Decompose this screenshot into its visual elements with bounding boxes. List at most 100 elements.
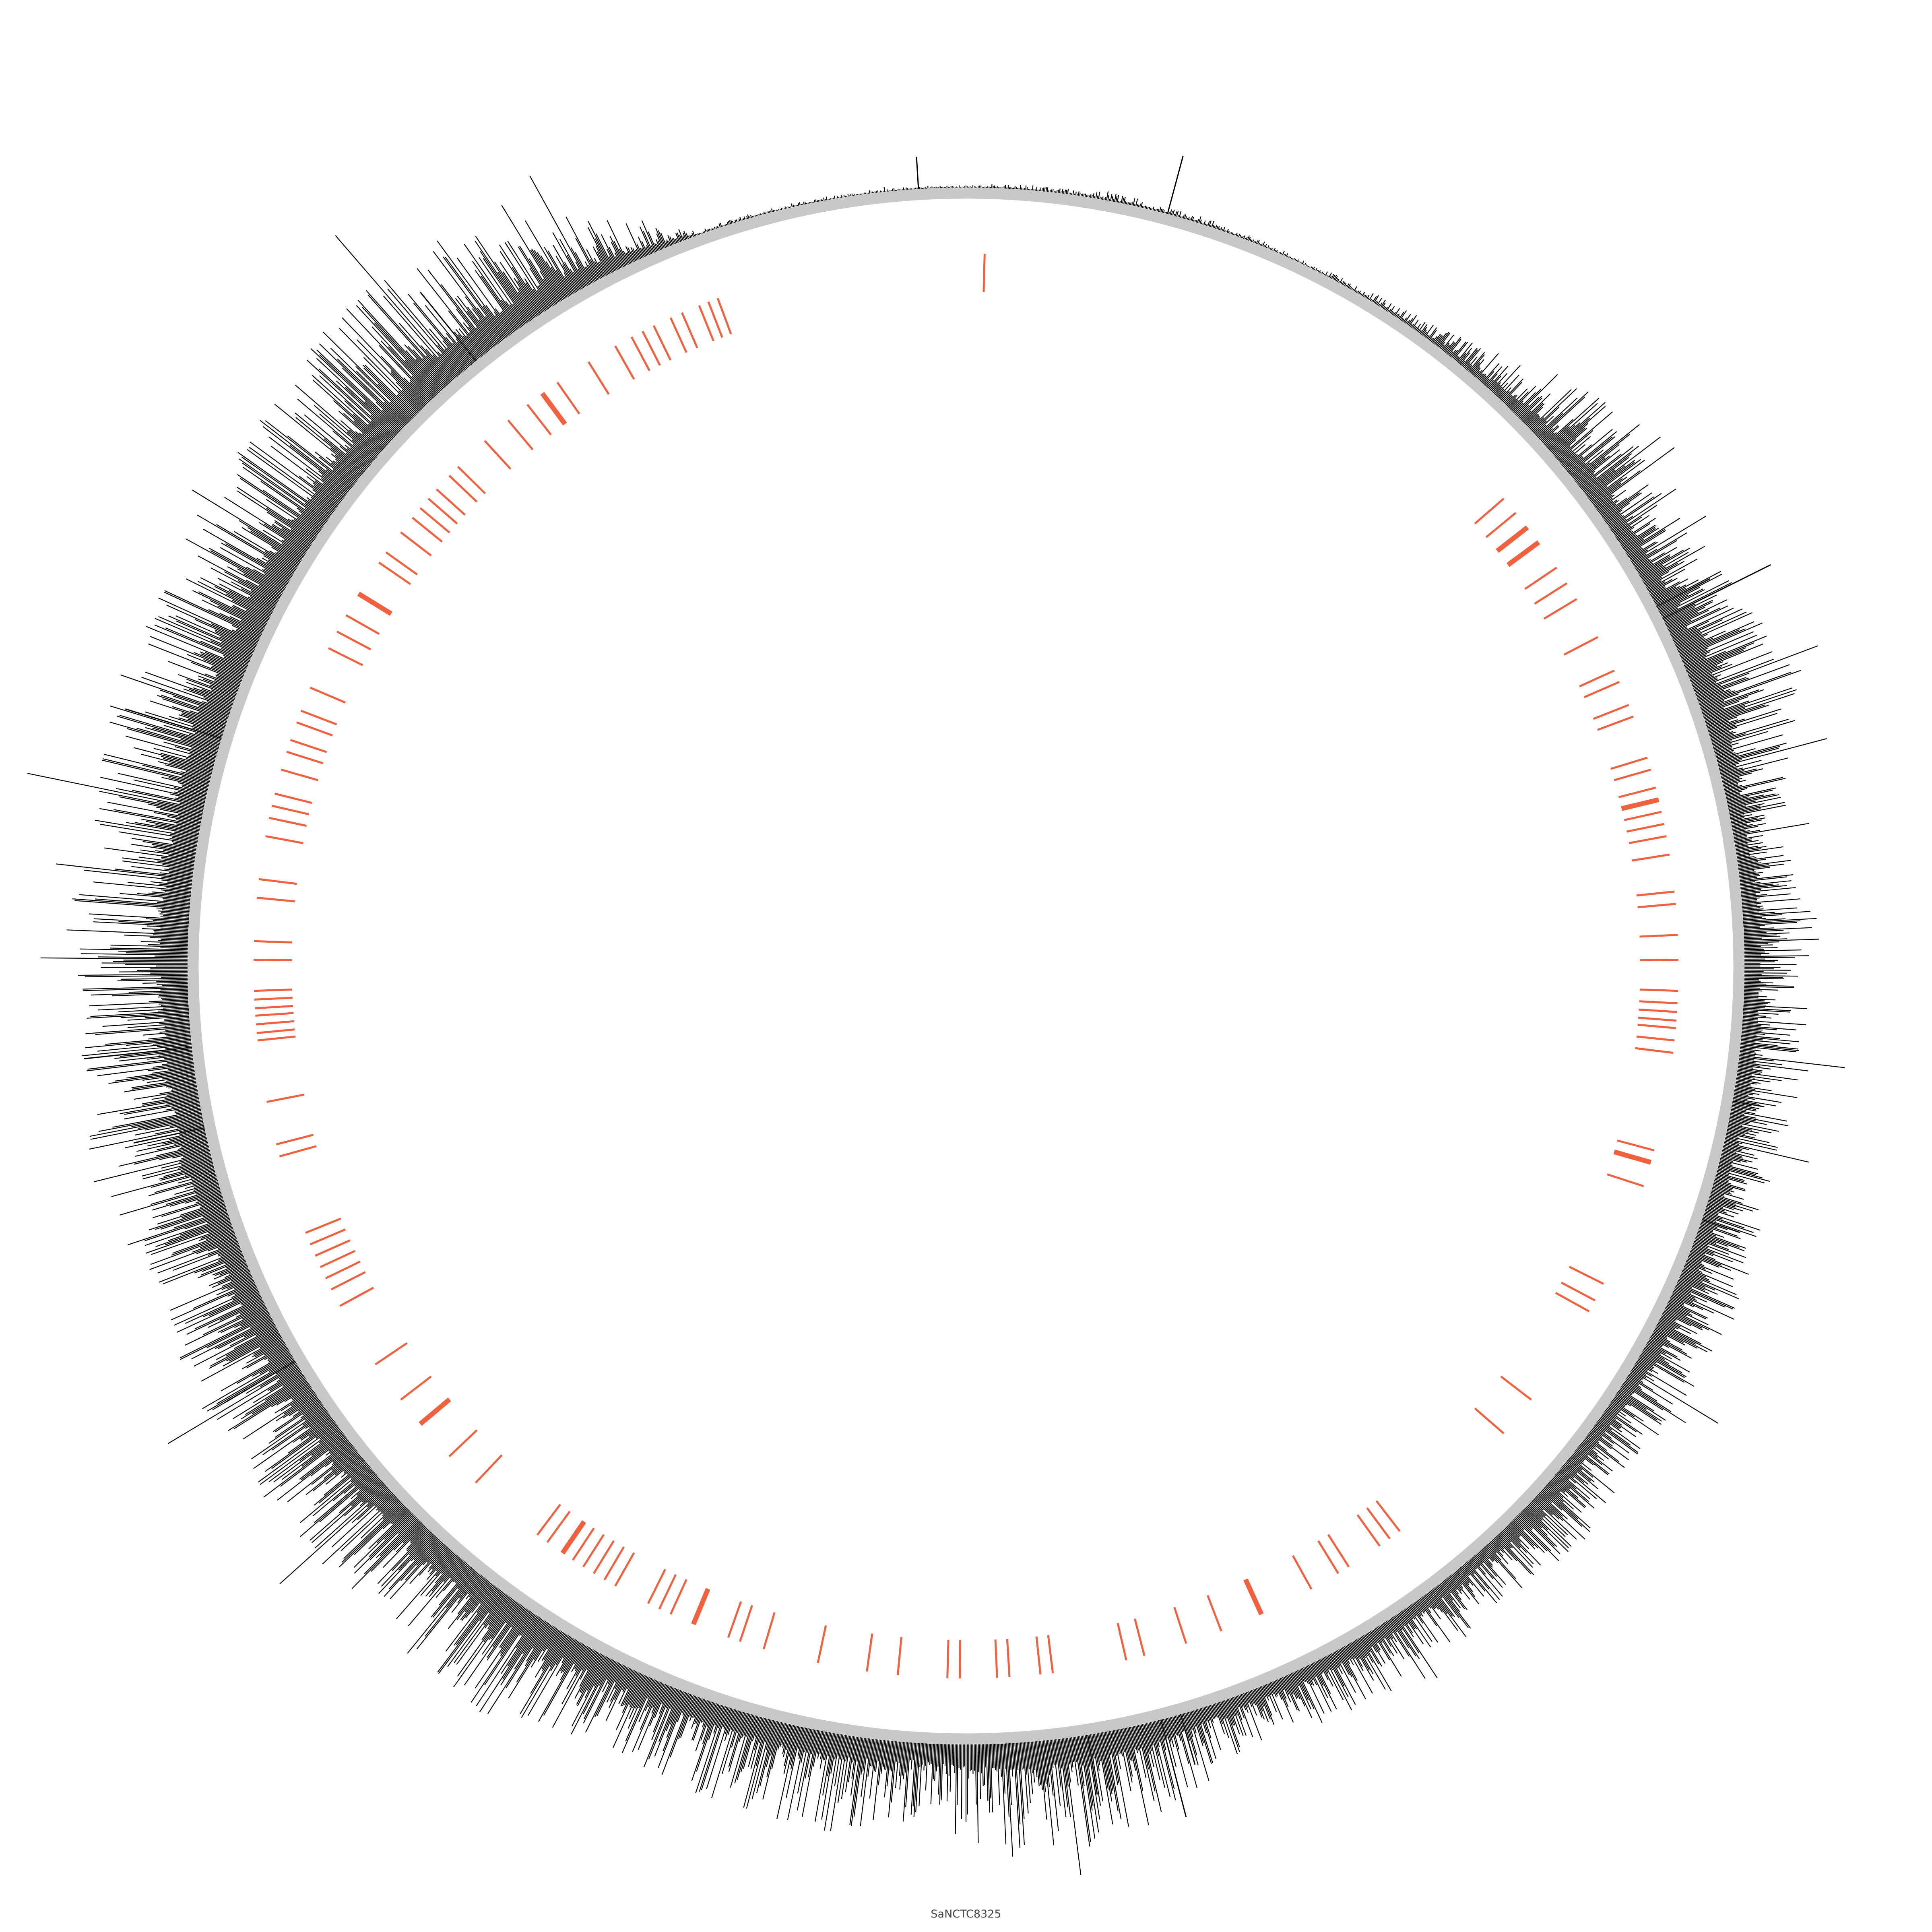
feature-marker <box>994 1639 998 1678</box>
coverage-histogram <box>27 175 1845 1875</box>
feature-marker <box>1638 1017 1676 1022</box>
genome-name-label: SaNCTC8325 <box>931 1908 1001 1920</box>
coverage-spike <box>1702 1219 1740 1233</box>
feature-marker <box>1524 567 1557 590</box>
feature-marker <box>1636 1035 1675 1042</box>
feature-marker <box>375 1342 408 1365</box>
feature-marker <box>1636 890 1675 897</box>
feature-marker <box>1292 1555 1313 1590</box>
feature-marker <box>681 312 698 348</box>
feature-marker <box>691 1588 710 1625</box>
feature-marker <box>1560 1282 1596 1302</box>
feature-marker <box>266 1094 305 1103</box>
feature-marker <box>1639 1000 1678 1005</box>
feature-marker <box>1613 1149 1652 1165</box>
feature-marker <box>1635 1047 1674 1054</box>
feature-marker <box>265 835 303 844</box>
feature-marker <box>1133 1618 1146 1656</box>
feature-marker <box>436 488 466 516</box>
feature-marker <box>286 751 324 764</box>
feature-marker <box>258 878 297 885</box>
feature-marker <box>1610 757 1648 770</box>
feature-marker <box>572 1527 595 1561</box>
feature-marker <box>400 1375 432 1401</box>
coverage-spike <box>1167 155 1184 215</box>
feature-marker <box>1506 540 1540 567</box>
feature-marker <box>1206 1595 1222 1632</box>
feature-marker <box>1639 1008 1677 1013</box>
feature-marker <box>614 1552 635 1587</box>
feature-marker-track <box>254 254 1678 1678</box>
feature-marker <box>983 254 986 292</box>
feature-marker <box>1474 497 1505 524</box>
feature-marker <box>1629 835 1667 844</box>
feature-marker <box>630 336 650 372</box>
feature-marker <box>1496 525 1529 553</box>
feature-marker <box>484 440 512 470</box>
feature-marker <box>1584 681 1620 698</box>
feature-marker <box>254 988 293 992</box>
feature-marker <box>1631 853 1670 862</box>
feature-marker <box>1617 1139 1655 1152</box>
feature-marker <box>256 1028 295 1034</box>
feature-marker <box>279 1145 317 1158</box>
feature-marker <box>1006 1639 1011 1677</box>
feature-marker <box>614 345 635 380</box>
feature-marker <box>257 1035 296 1042</box>
coverage-spike <box>1160 1719 1187 1817</box>
coverage-spike <box>1662 564 1771 619</box>
feature-marker <box>325 1261 361 1280</box>
feature-marker <box>1117 1622 1127 1661</box>
feature-marker <box>582 1534 605 1568</box>
feature-marker <box>269 817 307 827</box>
coverage-track <box>27 155 1845 1875</box>
feature-marker <box>400 531 432 557</box>
feature-marker <box>1637 903 1676 908</box>
feature-marker <box>290 739 327 753</box>
feature-marker <box>336 630 372 650</box>
coverage-spike <box>916 157 919 189</box>
feature-marker <box>274 793 312 804</box>
feature-marker <box>716 298 732 334</box>
coverage-spike <box>225 1360 296 1403</box>
feature-marker <box>526 404 552 436</box>
feature-marker <box>254 1005 293 1009</box>
feature-marker <box>378 561 411 585</box>
feature-marker <box>560 1520 586 1555</box>
feature-marker <box>647 1569 666 1604</box>
feature-marker <box>1639 988 1678 992</box>
feature-marker <box>475 1454 503 1484</box>
feature-marker <box>345 614 380 635</box>
feature-marker <box>271 805 310 815</box>
feature-marker <box>385 551 418 576</box>
feature-marker <box>457 466 486 494</box>
feature-marker <box>300 710 337 726</box>
feature-marker <box>1485 512 1517 538</box>
feature-marker <box>658 1574 677 1610</box>
feature-marker <box>536 1504 561 1536</box>
feature-marker <box>1569 1266 1604 1285</box>
feature-marker <box>603 1546 625 1581</box>
feature-marker <box>310 687 346 704</box>
feature-marker <box>419 1397 451 1426</box>
feature-marker <box>642 330 661 366</box>
feature-marker <box>1317 1540 1339 1574</box>
feature-marker <box>587 361 610 395</box>
feature-marker <box>556 382 580 415</box>
coverage-spike <box>1180 1714 1196 1765</box>
coverage-spike <box>83 1046 192 1059</box>
feature-marker <box>1593 704 1629 720</box>
feature-marker <box>1534 582 1568 605</box>
feature-marker <box>707 301 723 338</box>
feature-marker <box>698 305 714 341</box>
feature-marker <box>1624 811 1662 821</box>
feature-marker <box>254 940 293 944</box>
feature-marker <box>1614 768 1651 781</box>
feature-marker <box>419 507 450 534</box>
feature-marker <box>546 1511 571 1543</box>
feature-marker <box>1626 823 1664 833</box>
feature-marker <box>1327 1534 1350 1568</box>
coverage-spike <box>1656 578 1711 607</box>
feature-marker <box>276 1133 314 1146</box>
